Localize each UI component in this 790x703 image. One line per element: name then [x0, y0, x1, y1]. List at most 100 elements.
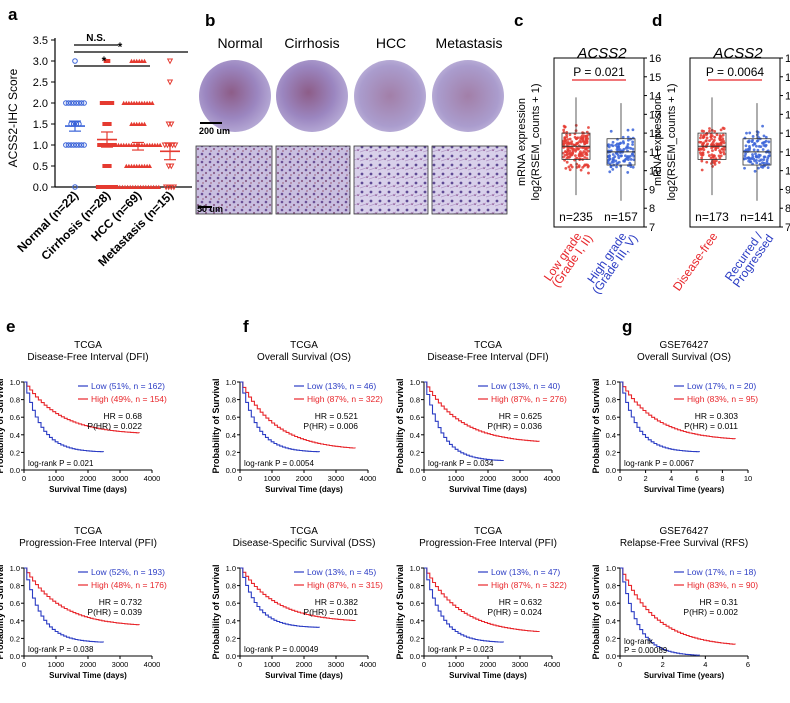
km-title1: TCGA — [474, 526, 502, 537]
panel_c-point — [631, 143, 634, 146]
panel_c-point — [626, 128, 630, 132]
panel_c-point — [611, 167, 615, 171]
km-ytick-label: 0.4 — [410, 431, 420, 440]
km-hr: HR = 0.31 — [699, 597, 738, 607]
km-xtick-label: 1000 — [48, 474, 65, 483]
km-ytick-label: 0.8 — [410, 582, 420, 591]
km-xlabel: Survival Time (days) — [49, 671, 127, 680]
panel-a-dot — [106, 185, 111, 189]
panel-a-dot — [147, 163, 152, 168]
panel_c-point — [581, 131, 584, 135]
km-phr: P(HR) = 0.022 — [87, 421, 142, 431]
panel-a-dot — [73, 100, 80, 106]
km-legend-low: Low (17%, n = 18) — [687, 567, 756, 577]
panel_c-point — [565, 160, 569, 164]
km-hr: HR = 0.68 — [103, 411, 142, 421]
panel-a-ytick-label: 1.0 — [33, 140, 48, 152]
panel-a-ytick-label: 0.0 — [33, 182, 48, 194]
panel-letter-b: b — [205, 11, 215, 30]
panel-d-boxplot: ACSS2 P = 0.0064 mRNA expression log2(RSEM_… — [652, 45, 790, 293]
panel_c-ytick-label: 13 — [649, 109, 661, 121]
panel_c-point — [568, 137, 572, 141]
tissue-core-metastasis — [432, 60, 504, 132]
panel_d-point — [711, 149, 714, 153]
km-xtick-label: 4 — [669, 474, 673, 483]
panel_d-point — [746, 147, 750, 151]
km-xtick-label: 2000 — [80, 474, 97, 483]
panel_c-frame — [553, 57, 645, 228]
km-xtick-label: 10 — [744, 474, 752, 483]
km-ytick-label: 0.4 — [10, 431, 20, 440]
panel_d-point — [748, 131, 752, 135]
panel-a-dot — [105, 164, 109, 168]
panel_d-ytick-label: 13 — [785, 109, 790, 121]
km-logrank-p: P = 0.00089 — [624, 646, 668, 655]
panel_d-point — [759, 145, 763, 149]
panel-a-dot — [81, 142, 87, 148]
km-phr: P(HR) = 0.039 — [87, 607, 142, 617]
km-title1: GSE76427 — [660, 340, 709, 351]
panel_d-point — [752, 148, 756, 152]
panel_c-point — [579, 168, 583, 172]
panel-a-dot — [72, 184, 78, 190]
km-curve-high — [240, 567, 356, 622]
km-ytick-label: 0.6 — [410, 413, 420, 422]
panel_d-point — [702, 135, 706, 139]
km-ytick-label: 0.2 — [606, 448, 616, 457]
panel_d-point — [708, 129, 711, 133]
km-ylabel: Probability of Survival — [591, 564, 601, 659]
panel_c-point — [578, 139, 582, 143]
panel-a-dot — [107, 101, 112, 105]
panel_d-point — [719, 128, 723, 132]
panel_d-point — [744, 152, 747, 156]
panel_d-point — [758, 154, 762, 157]
panel_d-point — [751, 153, 754, 156]
km-ytick-label: 0.6 — [226, 599, 236, 608]
panel-a-dot — [76, 100, 82, 106]
panel_d-n-label: n=173 — [695, 210, 729, 224]
km-logrank: log-rank P = 0.021 — [28, 459, 94, 468]
panel-a-dot — [65, 142, 72, 148]
km-ylabel: Probability of Survival — [0, 564, 5, 659]
km-hr: HR = 0.625 — [499, 411, 543, 421]
km-xtick-label: 2000 — [480, 474, 497, 483]
panel_c-point — [573, 154, 577, 158]
panel_d-point — [717, 154, 721, 158]
km-legend-high: High (87%, n = 322) — [307, 394, 383, 404]
panel_c-ytick-label: 8 — [649, 203, 655, 215]
panel-a-dot — [73, 142, 80, 148]
km-ylabel: Probability of Survival — [0, 378, 5, 473]
panel-b-title-hcc: HCC — [376, 35, 406, 51]
km-ytick-label: 0.6 — [410, 599, 420, 608]
km-ytick-label: 0.2 — [226, 448, 236, 457]
km-title2: Relapse-Free Survival (RFS) — [620, 538, 748, 549]
panel_c-point — [577, 153, 581, 157]
panel_c-point — [615, 142, 619, 146]
panel_c-point — [626, 138, 630, 142]
panel_d-point — [761, 148, 765, 151]
panel_d-point — [709, 133, 713, 136]
km-curve-low — [424, 567, 504, 643]
km-logrank: log-rank P = 0.023 — [428, 645, 494, 654]
km-xtick-label: 3000 — [512, 474, 529, 483]
km-xtick-label: 3000 — [112, 660, 129, 669]
panel_c-point — [564, 150, 568, 154]
panel-a-dot — [70, 100, 77, 106]
km-xlabel: Survival Time (days) — [449, 671, 527, 680]
km-ytick-label: 0.6 — [10, 413, 20, 422]
km-curve-high — [24, 381, 140, 434]
km-curve-low — [240, 381, 320, 453]
panel_c-point — [626, 135, 630, 139]
panel_d-point — [754, 155, 758, 159]
km-xtick-label: 4000 — [144, 660, 161, 669]
km-xtick-label: 1000 — [48, 660, 65, 669]
panel_c-point — [611, 140, 615, 144]
panel_d-point — [699, 134, 703, 137]
km-xtick-label: 4 — [703, 660, 707, 669]
km-ytick-label: 0.0 — [226, 652, 236, 661]
panel_c-point — [608, 170, 612, 174]
km-xlabel: Survival Time (days) — [265, 485, 343, 494]
km-xtick-label: 0 — [238, 660, 242, 669]
